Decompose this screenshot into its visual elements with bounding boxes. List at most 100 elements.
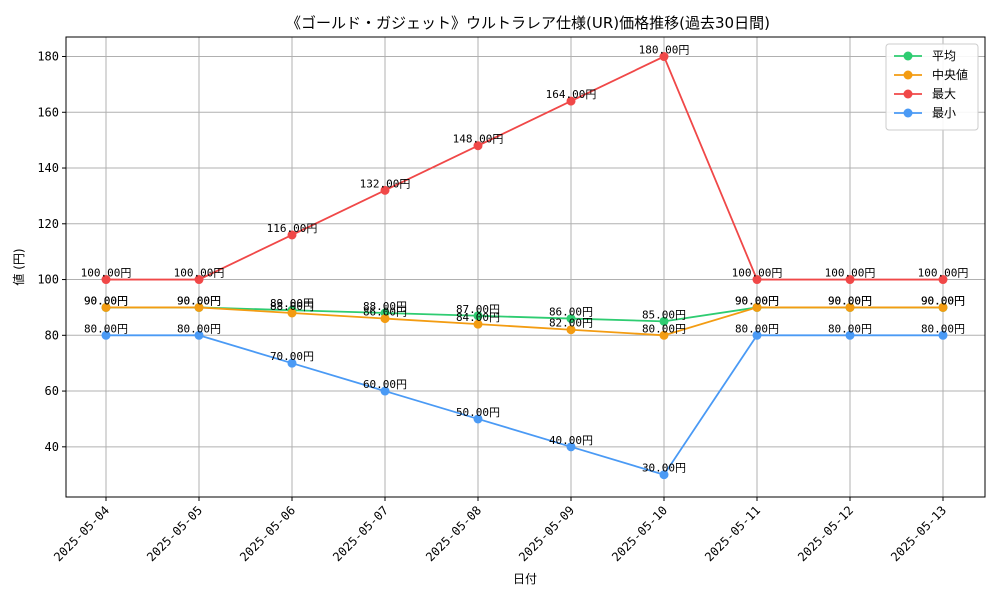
series-line (106, 334, 943, 476)
data-label: 90.00円 (828, 294, 872, 307)
data-label: 132.00円 (360, 177, 411, 190)
x-tick-label: 2025-05-08 (423, 503, 484, 564)
legend-marker (903, 89, 913, 99)
data-label: 116.00円 (267, 222, 318, 235)
data-point (194, 330, 204, 340)
data-label: 90.00円 (735, 294, 779, 307)
data-point (194, 275, 204, 285)
data-labels: 90.00円 90.00円 89.00円 88.00円 87.00円 86.00円 85.0… (81, 44, 969, 475)
data-point (752, 302, 762, 312)
data-label: 80.00円 (84, 322, 128, 335)
y-tick-label: 40 (45, 440, 59, 454)
data-label: 60.00円 (363, 378, 407, 391)
series-line (106, 306, 943, 337)
data-label: 90.00円 (177, 294, 221, 307)
legend-marker (903, 70, 913, 80)
data-label: 84.00円 (456, 311, 500, 324)
data-label: 82.00円 (549, 317, 593, 330)
data-label: 180.00円 (639, 44, 690, 57)
data-point (101, 330, 111, 340)
data-point (101, 302, 111, 312)
data-point (566, 325, 576, 335)
series-group (101, 52, 948, 480)
legend-entry: 最大 (932, 87, 956, 101)
data-point (659, 330, 669, 340)
data-point (659, 316, 669, 326)
x-tick-label: 2025-05-09 (516, 503, 577, 564)
data-point (473, 414, 483, 424)
data-point (752, 330, 762, 340)
data-label: 90.00円 (921, 294, 965, 307)
data-point (287, 230, 297, 240)
data-label: 30.00円 (642, 462, 686, 475)
legend-marker (903, 108, 913, 118)
data-point (473, 141, 483, 151)
x-tick-label: 2025-05-07 (330, 503, 391, 564)
data-label: 80.00円 (828, 322, 872, 335)
y-tick-label: 140 (37, 161, 59, 175)
data-label: 100.00円 (174, 267, 225, 280)
y-tick-label: 60 (45, 384, 59, 398)
data-point (752, 275, 762, 285)
y-tick-label: 180 (37, 50, 59, 64)
data-point (101, 275, 111, 285)
x-tick-label: 2025-05-05 (144, 503, 205, 564)
chart-title: 《ゴールド・ガジェット》ウルトラレア仕様(UR)価格推移(過去30日間) (286, 14, 770, 32)
data-label: 90.00円 (84, 294, 128, 307)
data-label: 88.00円 (363, 300, 407, 313)
legend-entry: 最小 (932, 106, 956, 120)
data-label: 50.00円 (456, 406, 500, 419)
plot-frame (65, 36, 986, 498)
data-label: 89.00円 (270, 297, 314, 310)
data-point (380, 386, 390, 396)
y-tick-label: 160 (37, 105, 59, 119)
data-label: 70.00円 (270, 350, 314, 363)
legend-box (885, 43, 979, 131)
x-tick-label: 2025-05-12 (795, 503, 856, 564)
data-label: 40.00円 (549, 434, 593, 447)
data-point (566, 442, 576, 452)
x-tick-label: 2025-05-11 (702, 503, 763, 564)
data-point (845, 330, 855, 340)
data-point (473, 319, 483, 329)
y-tick-label: 120 (37, 217, 59, 231)
data-label: 88.00円 (270, 300, 314, 313)
data-label: 85.00円 (642, 308, 686, 321)
data-label: 87.00円 (456, 303, 500, 316)
data-label: 148.00円 (453, 133, 504, 146)
data-label: 80.00円 (735, 322, 779, 335)
data-point (566, 96, 576, 106)
data-point (473, 311, 483, 321)
data-point (287, 308, 297, 318)
x-tick-label: 2025-05-06 (237, 503, 298, 564)
data-point (566, 314, 576, 324)
series-line (106, 55, 943, 281)
data-point (938, 330, 948, 340)
x-axis-label: 日付 (513, 572, 537, 586)
data-label: 86.00円 (363, 306, 407, 319)
data-label: 80.00円 (921, 322, 965, 335)
data-point (380, 314, 390, 324)
data-point (287, 358, 297, 368)
y-axis-label: 値 (円) (11, 248, 26, 285)
data-label: 100.00円 (81, 267, 132, 280)
data-label: 86.00円 (549, 306, 593, 319)
legend-entry: 平均 (932, 49, 956, 63)
data-label: 90.00円 (177, 294, 221, 307)
data-point (938, 275, 948, 285)
data-label: 90.00円 (735, 294, 779, 307)
data-point (659, 52, 669, 62)
x-tick-label: 2025-05-13 (888, 503, 949, 564)
data-label: 80.00円 (642, 322, 686, 335)
data-label: 80.00円 (177, 322, 221, 335)
x-tick-label: 2025-05-10 (609, 503, 670, 564)
legend-entry: 中央値 (932, 67, 968, 82)
data-label: 90.00円 (921, 294, 965, 307)
data-point (380, 185, 390, 195)
data-label: 100.00円 (918, 267, 969, 280)
data-point (845, 275, 855, 285)
legend-marker (903, 51, 913, 61)
